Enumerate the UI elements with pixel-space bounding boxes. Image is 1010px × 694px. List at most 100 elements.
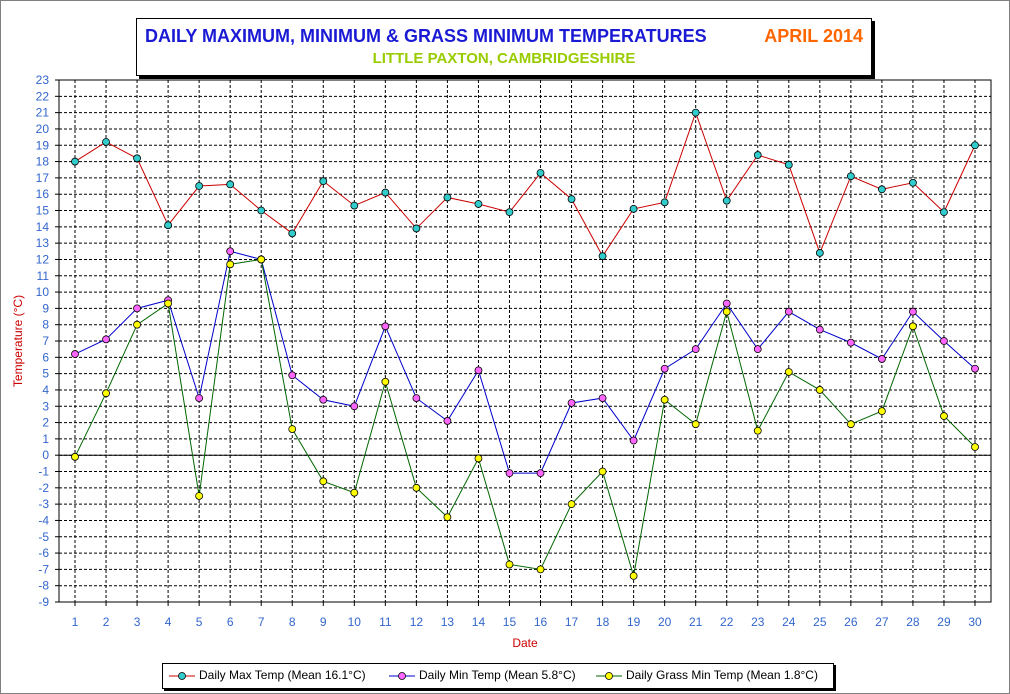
data-point (350, 488, 359, 497)
legend-entry-grass-min: Daily Grass Min Temp (Mean 1.8°C) (626, 668, 818, 682)
data-point (412, 224, 421, 233)
y-axis-label: Temperature (°C) (11, 295, 25, 387)
y-tick-label: -6 (38, 546, 49, 560)
data-point (443, 417, 452, 425)
y-tick-label: 4 (42, 383, 49, 397)
grid (59, 80, 991, 602)
y-tick-label: 23 (36, 73, 50, 87)
data-point (784, 368, 793, 376)
data-point (133, 154, 141, 163)
y-tick-label: 14 (36, 220, 50, 234)
title-box: DAILY MAXIMUM, MINIMUM & GRASS MINIMUM T… (136, 18, 872, 76)
data-point (877, 407, 886, 416)
data-point (195, 182, 204, 190)
x-tick-label: 19 (627, 615, 641, 629)
data-point (909, 322, 917, 331)
y-tick-label: -4 (38, 513, 49, 527)
x-tick-label: 20 (658, 615, 672, 629)
data-point (753, 151, 762, 159)
y-tick-label: 5 (42, 367, 49, 381)
legend-marker-0 (178, 672, 186, 680)
data-point (722, 196, 731, 205)
data-point (71, 452, 79, 461)
y-tick-label: -1 (38, 465, 49, 479)
legend-entry-max: Daily Max Temp (Mean 16.1°C) (199, 668, 366, 682)
series-2 (71, 255, 979, 580)
data-point (350, 402, 359, 411)
data-point (940, 412, 948, 420)
data-point (598, 394, 607, 402)
data-point (412, 483, 421, 492)
data-point (102, 138, 110, 146)
data-point (381, 188, 390, 197)
data-point (940, 337, 948, 345)
data-point (598, 467, 607, 476)
x-tick-label: 7 (258, 615, 265, 629)
legend-entry-min: Daily Min Temp (Mean 5.8°C) (419, 668, 576, 682)
y-tick-label: 9 (42, 301, 49, 315)
x-tick-label: 28 (906, 615, 920, 629)
data-point (660, 364, 669, 373)
data-point (909, 178, 917, 187)
data-point (691, 420, 700, 429)
data-point (815, 386, 824, 394)
data-point (474, 454, 483, 463)
x-tick-label: 6 (227, 615, 234, 629)
data-point (660, 198, 669, 207)
data-point (257, 255, 266, 264)
data-point (319, 395, 328, 404)
x-tick-label: 16 (534, 615, 548, 629)
y-tick-label: -9 (38, 595, 49, 609)
y-tick-label: 16 (36, 187, 50, 201)
data-point (567, 399, 576, 407)
data-point (815, 325, 824, 334)
x-tick-label: 11 (379, 615, 392, 629)
data-point (940, 208, 948, 217)
series-line (74, 250, 976, 474)
x-tick-label: 5 (196, 615, 203, 629)
data-point (226, 260, 235, 269)
series-1 (71, 247, 979, 478)
data-point (536, 469, 545, 478)
y-tick-label: 2 (42, 416, 49, 430)
y-tick-label: 20 (36, 122, 50, 136)
x-tick-label: 27 (875, 615, 889, 629)
data-point (629, 572, 638, 580)
y-tick-label: -7 (38, 562, 49, 576)
data-point (288, 229, 297, 238)
data-point (691, 108, 700, 117)
series-0 (71, 108, 979, 261)
x-tick-label: 24 (782, 615, 796, 629)
y-tick-label: 12 (36, 252, 50, 266)
y-tick-label: 22 (36, 89, 50, 103)
y-tick-label: 15 (36, 204, 50, 218)
x-tick-label: 3 (134, 615, 141, 629)
x-tick-label: 23 (751, 615, 765, 629)
chart-title: DAILY MAXIMUM, MINIMUM & GRASS MINIMUM T… (145, 26, 707, 46)
x-tick-label: 25 (813, 615, 827, 629)
y-tick-label: 7 (42, 334, 49, 348)
data-point (71, 157, 79, 166)
y-tick-label: 1 (42, 432, 49, 446)
series-line (74, 258, 976, 577)
data-point (288, 425, 297, 433)
x-tick-label: 8 (289, 615, 296, 629)
data-point (784, 160, 793, 169)
data-point (102, 335, 110, 344)
data-point (195, 492, 204, 500)
x-tick-label: 17 (565, 615, 579, 629)
data-point (505, 560, 514, 569)
legend-marker-1 (398, 672, 406, 680)
data-point (753, 345, 762, 354)
data-point (598, 252, 607, 261)
data-point (133, 304, 141, 313)
chart-title-date: APRIL 2014 (764, 26, 863, 46)
data-point (505, 469, 514, 478)
data-point (660, 395, 669, 404)
data-point (971, 443, 979, 451)
x-tick-label: 2 (103, 615, 110, 629)
data-point (971, 364, 979, 373)
x-tick-label: 12 (410, 615, 424, 629)
y-tick-label: 17 (36, 171, 50, 185)
data-point (567, 500, 576, 509)
